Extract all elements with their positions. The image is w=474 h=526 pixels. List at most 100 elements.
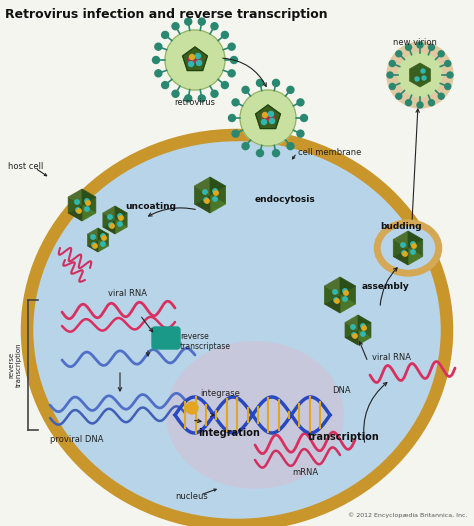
Circle shape [411, 242, 415, 246]
Polygon shape [68, 205, 82, 221]
Circle shape [301, 115, 308, 122]
Circle shape [398, 53, 442, 97]
Polygon shape [340, 277, 356, 295]
Circle shape [335, 299, 339, 303]
Circle shape [242, 86, 249, 93]
Circle shape [155, 43, 162, 50]
Polygon shape [408, 231, 423, 248]
Circle shape [165, 30, 225, 90]
Circle shape [428, 44, 435, 50]
Circle shape [190, 55, 194, 59]
Polygon shape [82, 197, 96, 213]
Text: cell membrane: cell membrane [298, 148, 361, 157]
Circle shape [86, 201, 90, 205]
Circle shape [256, 149, 264, 157]
Circle shape [110, 224, 114, 228]
Text: integration: integration [198, 428, 260, 438]
Circle shape [406, 44, 411, 50]
Circle shape [91, 235, 95, 239]
Circle shape [396, 93, 402, 99]
Circle shape [270, 118, 274, 124]
Circle shape [387, 42, 453, 108]
Polygon shape [68, 197, 82, 213]
Text: reverse
transcription: reverse transcription [9, 342, 21, 387]
Polygon shape [324, 277, 340, 295]
Circle shape [344, 291, 348, 295]
Polygon shape [88, 240, 98, 252]
Polygon shape [358, 330, 371, 345]
Polygon shape [68, 189, 82, 205]
Circle shape [415, 77, 419, 81]
Circle shape [273, 149, 280, 157]
Polygon shape [103, 213, 115, 227]
Polygon shape [393, 248, 408, 265]
Text: Retrovirus infection and reverse transcription: Retrovirus infection and reverse transcr… [5, 8, 328, 21]
Circle shape [417, 42, 423, 48]
FancyBboxPatch shape [152, 327, 180, 349]
Circle shape [85, 199, 89, 203]
Circle shape [102, 236, 106, 240]
Circle shape [343, 297, 347, 301]
Polygon shape [358, 322, 371, 338]
Circle shape [213, 197, 217, 201]
Text: transcription: transcription [308, 432, 380, 442]
Text: retrovirus: retrovirus [174, 98, 216, 107]
Text: new virion: new virion [393, 38, 437, 47]
Circle shape [262, 119, 266, 125]
Circle shape [421, 69, 425, 73]
Circle shape [205, 199, 209, 203]
Circle shape [93, 244, 97, 248]
Text: viral RNA: viral RNA [108, 289, 147, 298]
Circle shape [361, 324, 365, 328]
Text: assembly: assembly [362, 282, 410, 291]
Circle shape [353, 334, 357, 338]
Circle shape [162, 32, 169, 38]
Polygon shape [393, 231, 408, 248]
Circle shape [438, 51, 444, 57]
Polygon shape [115, 206, 127, 220]
Polygon shape [103, 220, 115, 234]
Text: budding: budding [380, 222, 422, 231]
Circle shape [240, 90, 296, 146]
Polygon shape [98, 240, 109, 252]
Polygon shape [324, 295, 340, 313]
Circle shape [232, 99, 239, 106]
Polygon shape [98, 234, 109, 246]
Circle shape [333, 290, 337, 294]
Circle shape [287, 86, 294, 93]
Polygon shape [255, 105, 280, 128]
Polygon shape [345, 330, 358, 345]
Polygon shape [103, 206, 115, 220]
Ellipse shape [377, 223, 439, 273]
Text: endocytosis: endocytosis [255, 195, 316, 204]
Circle shape [189, 62, 193, 66]
Circle shape [389, 60, 395, 66]
Polygon shape [408, 248, 423, 265]
Polygon shape [88, 228, 98, 240]
Circle shape [445, 84, 451, 89]
Text: host cell: host cell [8, 162, 44, 171]
Circle shape [401, 243, 405, 247]
Circle shape [268, 112, 273, 116]
Circle shape [162, 82, 169, 88]
Text: viral RNA: viral RNA [372, 353, 411, 362]
Circle shape [119, 216, 123, 220]
Circle shape [411, 250, 415, 254]
Polygon shape [408, 239, 423, 257]
Circle shape [118, 222, 122, 226]
Circle shape [230, 56, 237, 64]
Polygon shape [210, 195, 226, 213]
Circle shape [417, 102, 423, 108]
Circle shape [256, 79, 264, 86]
Polygon shape [88, 234, 98, 246]
Circle shape [203, 190, 207, 194]
Circle shape [422, 76, 426, 80]
Text: proviral DNA: proviral DNA [50, 435, 103, 444]
Circle shape [297, 99, 304, 106]
Circle shape [198, 18, 205, 25]
Circle shape [211, 23, 218, 30]
Polygon shape [82, 189, 96, 205]
Circle shape [343, 289, 347, 293]
Circle shape [204, 198, 208, 202]
Circle shape [221, 82, 228, 88]
